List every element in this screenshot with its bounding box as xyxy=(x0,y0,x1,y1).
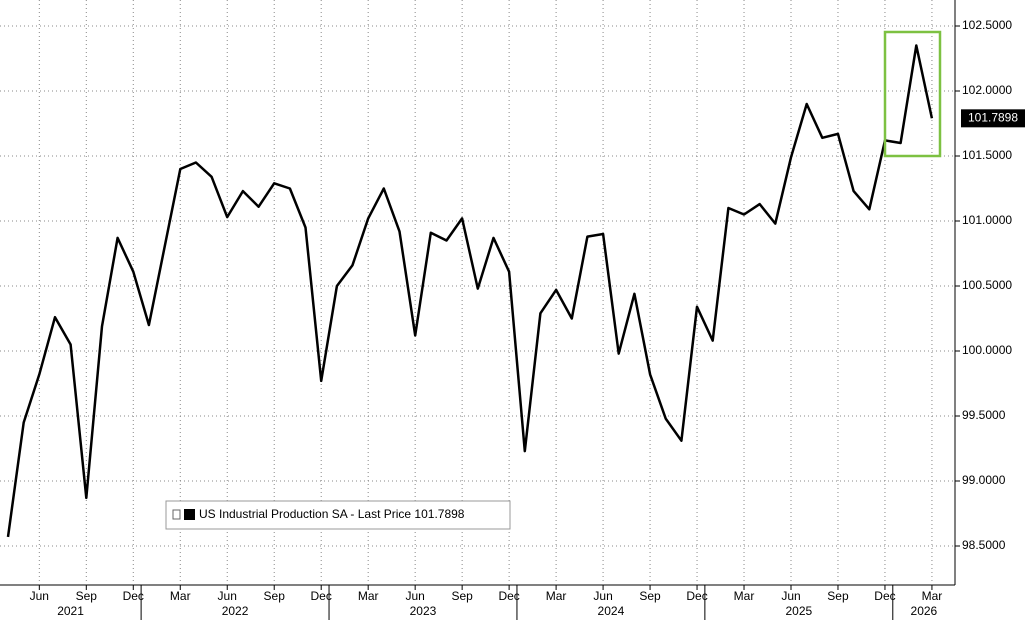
x-tick-label: Mar xyxy=(922,589,943,603)
x-tick-label: Jun xyxy=(781,589,800,603)
x-tick-label: Jun xyxy=(593,589,612,603)
year-label: 2021 xyxy=(57,604,84,618)
x-tick-label: Sep xyxy=(264,589,286,603)
y-tick-label: 101.0000 xyxy=(962,213,1012,227)
x-tick-label: Dec xyxy=(311,589,332,603)
legend-toggle xyxy=(172,509,181,520)
highlight-box xyxy=(883,30,942,158)
year-label: 2025 xyxy=(785,604,812,618)
y-tick-label: 99.0000 xyxy=(962,473,1006,487)
y-tick-label: 100.0000 xyxy=(962,343,1012,357)
y-tick-label: 98.5000 xyxy=(962,538,1006,552)
last-value-label: 101.7898 xyxy=(968,110,1018,124)
x-tick-label: Sep xyxy=(451,589,473,603)
y-tick-label: 99.5000 xyxy=(962,408,1006,422)
x-tick-label: Mar xyxy=(546,589,567,603)
x-tick-label: Sep xyxy=(76,589,98,603)
x-tick-label: Jun xyxy=(405,589,424,603)
x-tick-label: Dec xyxy=(874,589,895,603)
x-tick-label: Mar xyxy=(170,589,191,603)
legend-swatch xyxy=(184,509,195,520)
y-tick-label: 102.5000 xyxy=(962,18,1012,32)
year-label: 2024 xyxy=(598,604,625,618)
x-tick-label: Sep xyxy=(827,589,849,603)
x-tick-label: Dec xyxy=(686,589,707,603)
y-tick-label: 102.0000 xyxy=(962,83,1012,97)
x-tick-label: Mar xyxy=(358,589,379,603)
last-value-badge xyxy=(961,109,1025,128)
legend-label: US Industrial Production SA - Last Price… xyxy=(199,507,465,521)
x-tick-label: Sep xyxy=(639,589,661,603)
year-label: 2026 xyxy=(911,604,938,618)
x-tick-label: Jun xyxy=(218,589,237,603)
year-label: 2023 xyxy=(410,604,437,618)
y-tick-label: 101.5000 xyxy=(962,148,1012,162)
x-tick-label: Jun xyxy=(30,589,49,603)
x-tick-label: Mar xyxy=(734,589,755,603)
x-tick-label: Dec xyxy=(498,589,519,603)
y-tick-label: 100.5000 xyxy=(962,278,1012,292)
x-tick-label: Dec xyxy=(123,589,144,603)
year-label: 2022 xyxy=(222,604,249,618)
legend xyxy=(165,500,511,530)
grid xyxy=(0,0,955,585)
marks xyxy=(6,44,934,538)
line-series xyxy=(6,44,934,538)
